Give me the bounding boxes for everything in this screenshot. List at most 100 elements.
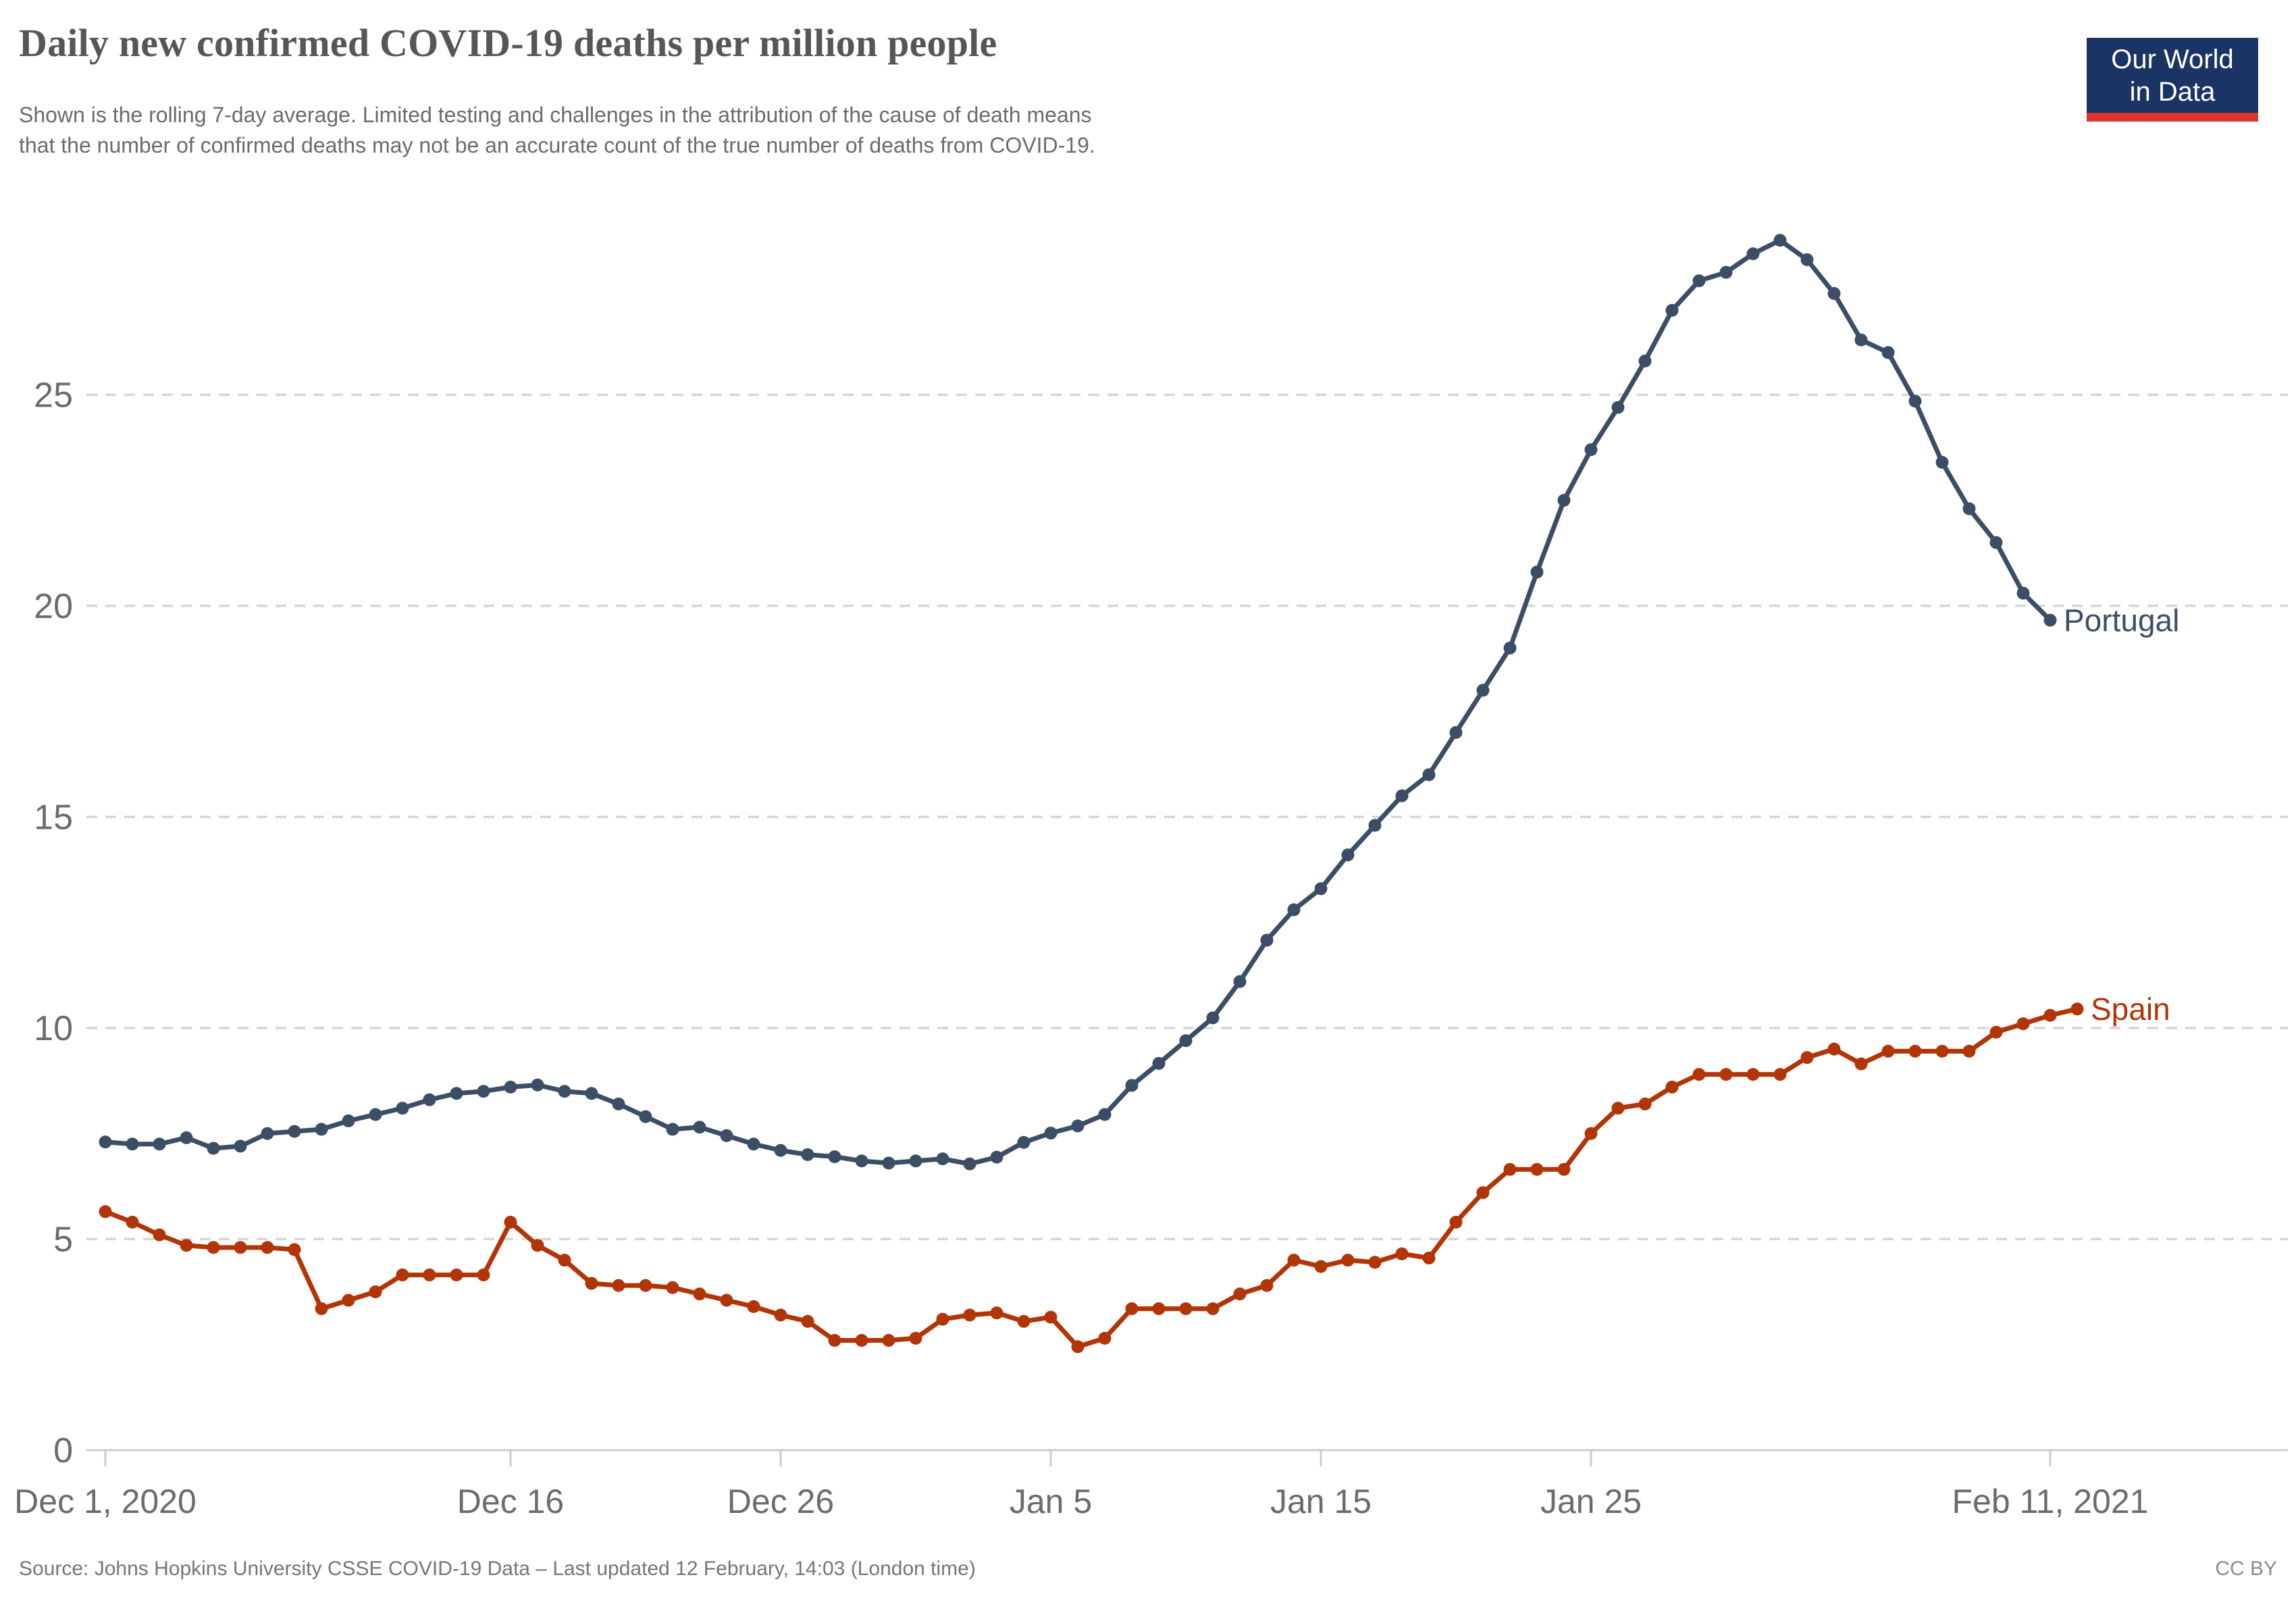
data-point-portugal-49[interactable]: [1422, 768, 1436, 781]
series-line-spain[interactable]: [103, 1006, 2080, 1349]
data-point-portugal-11[interactable]: [396, 1102, 409, 1115]
data-point-portugal-39[interactable]: [1152, 1057, 1166, 1070]
data-point-portugal-42[interactable]: [1233, 975, 1247, 988]
data-point-portugal-68[interactable]: [1935, 456, 1949, 469]
data-point-spain-24[interactable]: [747, 1300, 760, 1313]
data-point-portugal-47[interactable]: [1368, 819, 1382, 832]
data-point-spain-18[interactable]: [585, 1277, 598, 1290]
data-point-portugal-46[interactable]: [1341, 848, 1355, 862]
data-point-portugal-4[interactable]: [207, 1141, 220, 1155]
data-point-spain-62[interactable]: [1773, 1068, 1787, 1081]
data-point-portugal-28[interactable]: [855, 1154, 868, 1168]
data-point-portugal-61[interactable]: [1746, 247, 1760, 261]
data-point-spain-44[interactable]: [1287, 1254, 1301, 1267]
data-point-portugal-9[interactable]: [342, 1114, 355, 1127]
data-point-portugal-53[interactable]: [1530, 565, 1544, 579]
data-point-spain-67[interactable]: [1908, 1044, 1922, 1058]
data-point-spain-28[interactable]: [855, 1334, 868, 1347]
data-point-portugal-32[interactable]: [963, 1157, 976, 1170]
data-point-portugal-31[interactable]: [936, 1152, 949, 1166]
data-point-portugal-45[interactable]: [1314, 882, 1328, 896]
data-point-portugal-48[interactable]: [1395, 789, 1409, 802]
series-line-portugal[interactable]: [103, 238, 2053, 1166]
data-point-spain-43[interactable]: [1260, 1279, 1274, 1292]
data-point-spain-10[interactable]: [369, 1285, 382, 1299]
data-point-spain-11[interactable]: [396, 1268, 409, 1282]
data-point-portugal-16[interactable]: [531, 1078, 544, 1091]
data-point-portugal-57[interactable]: [1638, 355, 1652, 367]
data-point-portugal-20[interactable]: [639, 1110, 652, 1123]
data-point-spain-42[interactable]: [1233, 1287, 1247, 1301]
data-point-portugal-7[interactable]: [288, 1125, 301, 1138]
data-series[interactable]: Portugal Spain: [99, 234, 2180, 1354]
data-point-portugal-55[interactable]: [1584, 443, 1598, 457]
data-point-spain-3[interactable]: [180, 1239, 193, 1252]
data-point-spain-26[interactable]: [801, 1314, 814, 1328]
data-point-portugal-58[interactable]: [1665, 304, 1679, 317]
data-point-spain-38[interactable]: [1125, 1302, 1139, 1316]
data-point-portugal-69[interactable]: [1962, 502, 1976, 515]
data-point-spain-72[interactable]: [2043, 1008, 2057, 1022]
data-point-portugal-71[interactable]: [2016, 586, 2030, 600]
data-point-portugal-50[interactable]: [1449, 726, 1463, 739]
data-point-spain-9[interactable]: [342, 1293, 355, 1307]
data-point-spain-23[interactable]: [720, 1293, 733, 1307]
data-point-portugal-23[interactable]: [720, 1129, 733, 1142]
data-point-spain-12[interactable]: [423, 1268, 436, 1282]
data-point-portugal-24[interactable]: [747, 1137, 760, 1151]
data-point-portugal-5[interactable]: [234, 1139, 247, 1153]
data-point-portugal-51[interactable]: [1476, 684, 1490, 697]
data-point-spain-14[interactable]: [477, 1268, 490, 1282]
data-point-portugal-65[interactable]: [1854, 333, 1868, 346]
data-point-spain-65[interactable]: [1854, 1057, 1868, 1071]
data-point-portugal-52[interactable]: [1503, 642, 1517, 654]
data-point-spain-66[interactable]: [1881, 1044, 1895, 1058]
data-point-portugal-60[interactable]: [1719, 265, 1733, 279]
data-point-spain-49[interactable]: [1422, 1252, 1436, 1265]
data-point-portugal-14[interactable]: [477, 1085, 490, 1098]
data-point-portugal-72[interactable]: [2043, 613, 2057, 627]
data-point-spain-41[interactable]: [1206, 1302, 1220, 1316]
data-point-spain-50[interactable]: [1449, 1216, 1463, 1229]
data-point-spain-71[interactable]: [2016, 1017, 2030, 1031]
data-point-portugal-33[interactable]: [990, 1150, 1003, 1164]
data-point-spain-30[interactable]: [909, 1331, 922, 1345]
data-point-spain-7[interactable]: [288, 1243, 301, 1256]
data-point-spain-45[interactable]: [1314, 1260, 1328, 1273]
data-point-portugal-35[interactable]: [1044, 1127, 1058, 1140]
data-point-spain-60[interactable]: [1719, 1068, 1733, 1081]
data-point-spain-20[interactable]: [639, 1279, 652, 1292]
data-point-portugal-19[interactable]: [612, 1098, 625, 1110]
data-point-portugal-22[interactable]: [693, 1121, 706, 1134]
data-point-spain-25[interactable]: [774, 1308, 787, 1322]
data-point-portugal-40[interactable]: [1179, 1034, 1193, 1048]
data-point-portugal-15[interactable]: [504, 1081, 517, 1093]
data-point-portugal-10[interactable]: [369, 1108, 382, 1121]
data-point-portugal-36[interactable]: [1071, 1119, 1085, 1133]
data-point-portugal-18[interactable]: [585, 1087, 598, 1100]
data-point-portugal-6[interactable]: [261, 1127, 274, 1140]
data-point-portugal-26[interactable]: [801, 1148, 814, 1161]
data-point-portugal-17[interactable]: [558, 1085, 571, 1098]
data-point-portugal-41[interactable]: [1206, 1011, 1220, 1025]
data-point-portugal-13[interactable]: [450, 1087, 463, 1100]
data-point-portugal-21[interactable]: [666, 1123, 679, 1136]
data-point-spain-47[interactable]: [1368, 1256, 1382, 1269]
data-point-spain-55[interactable]: [1584, 1127, 1598, 1140]
data-point-portugal-43[interactable]: [1260, 933, 1274, 947]
data-point-portugal-67[interactable]: [1908, 394, 1922, 408]
data-point-spain-59[interactable]: [1692, 1068, 1706, 1081]
data-point-spain-8[interactable]: [315, 1302, 328, 1316]
data-point-spain-17[interactable]: [558, 1254, 571, 1267]
data-point-spain-73[interactable]: [2070, 1002, 2084, 1016]
data-point-spain-36[interactable]: [1071, 1340, 1085, 1354]
data-point-spain-51[interactable]: [1476, 1186, 1490, 1200]
data-point-spain-70[interactable]: [1989, 1025, 2003, 1039]
data-point-portugal-30[interactable]: [909, 1154, 922, 1168]
data-point-spain-57[interactable]: [1638, 1098, 1652, 1110]
data-point-spain-21[interactable]: [666, 1281, 679, 1294]
data-point-spain-35[interactable]: [1044, 1310, 1058, 1324]
data-point-spain-68[interactable]: [1935, 1044, 1949, 1058]
data-point-spain-58[interactable]: [1665, 1081, 1679, 1093]
